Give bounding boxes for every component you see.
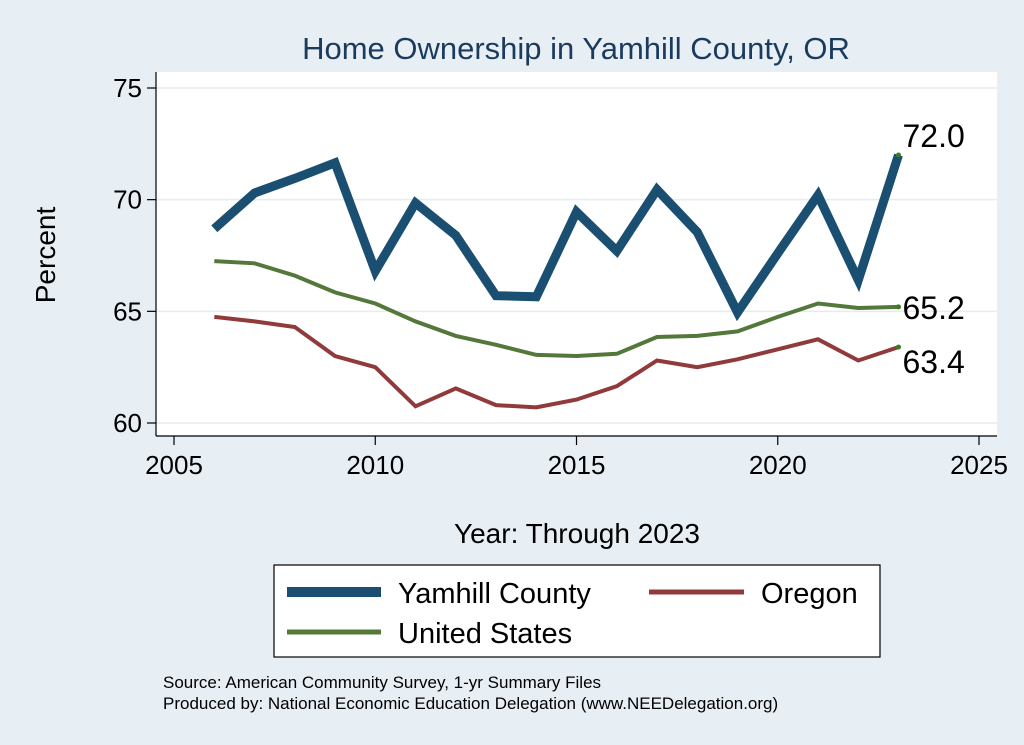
produced-by-note: Produced by: National Economic Education… bbox=[163, 694, 778, 713]
plot-area bbox=[156, 72, 997, 436]
axes: 60 65 70 75 2005 2010 2015 2020 2025 bbox=[113, 72, 1008, 480]
legend-label-united-states: United States bbox=[398, 618, 572, 650]
y-tick-label: 75 bbox=[113, 73, 142, 103]
series-line-united-states bbox=[214, 259, 899, 359]
legend-label-oregon: Oregon bbox=[761, 578, 858, 610]
end-point-united-states bbox=[896, 304, 901, 310]
y-axis-label: Percent bbox=[30, 207, 61, 304]
end-point-oregon bbox=[896, 344, 901, 350]
legend: Yamhill County Oregon United States bbox=[273, 564, 881, 658]
y-tick-label: 65 bbox=[113, 296, 142, 326]
y-tick-label: 60 bbox=[113, 408, 142, 438]
end-label-oregon: 63.4 bbox=[903, 344, 965, 380]
end-label-united-states: 65.2 bbox=[903, 290, 965, 326]
end-label-yamhill-county: 72.0 bbox=[903, 118, 965, 154]
end-point-yamhill-county bbox=[896, 152, 901, 158]
x-tick-label: 2005 bbox=[145, 450, 203, 480]
chart-title: Home Ownership in Yamhill County, OR bbox=[302, 31, 850, 66]
end-labels: 72.0 63.4 65.2 bbox=[896, 118, 965, 380]
series-lines bbox=[211, 153, 903, 410]
x-axis-label: Year: Through 2023 bbox=[454, 518, 700, 549]
series-line-oregon bbox=[214, 314, 900, 410]
x-tick-label: 2015 bbox=[548, 450, 606, 480]
legend-label-yamhill: Yamhill County bbox=[398, 578, 591, 610]
x-tick-label: 2020 bbox=[749, 450, 807, 480]
series-line-yamhill-county bbox=[211, 153, 903, 322]
grid-lines bbox=[156, 87, 997, 424]
x-tick-label: 2010 bbox=[346, 450, 404, 480]
y-tick-label: 70 bbox=[113, 185, 142, 215]
legend-box bbox=[273, 564, 881, 658]
x-tick-label: 2025 bbox=[950, 450, 1008, 480]
source-note: Source: American Community Survey, 1-yr … bbox=[163, 673, 601, 692]
